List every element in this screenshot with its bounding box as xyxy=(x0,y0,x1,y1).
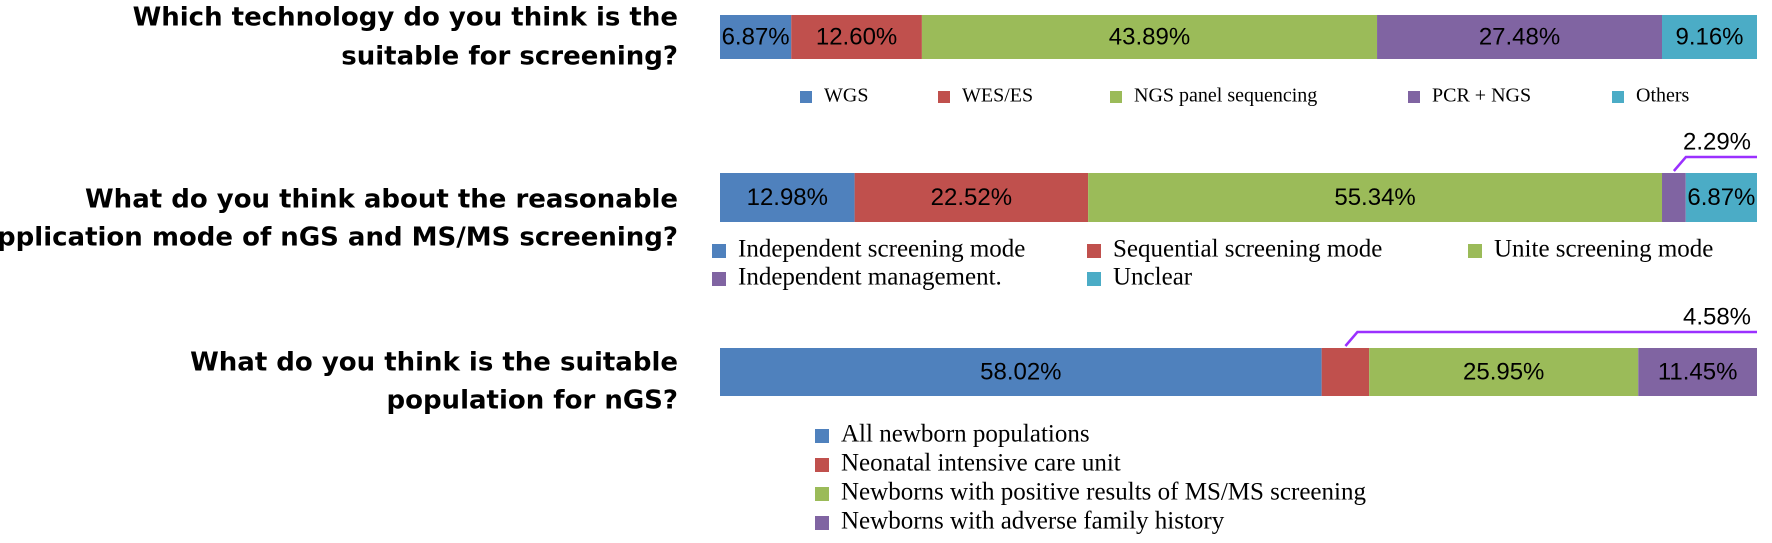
legend-label: All newborn populations xyxy=(841,421,1090,448)
value-label: 12.98% xyxy=(747,184,828,211)
question: Which technology do you think is the xyxy=(133,3,678,33)
bar-segment xyxy=(1377,15,1663,59)
value-label: 55.34% xyxy=(1334,184,1415,211)
bar-segment xyxy=(1369,348,1639,396)
legend-swatch xyxy=(815,429,829,443)
legend-swatch xyxy=(1110,91,1122,103)
legend-label: Newborns with positive results of MS/MS … xyxy=(841,479,1366,506)
legend-label: Sequential screening mode xyxy=(1113,236,1382,263)
bar-segment xyxy=(720,348,1322,396)
value-label: 43.89% xyxy=(1109,23,1190,50)
leader-line xyxy=(1344,330,1757,347)
legend-label: Neonatal intensive care unit xyxy=(841,450,1121,477)
bar-segment xyxy=(1088,173,1663,222)
bar-segment xyxy=(1321,348,1370,396)
legend-label: Unclear xyxy=(1113,264,1193,291)
value-label: 6.87% xyxy=(722,23,790,50)
legend-label: Others xyxy=(1636,85,1690,107)
bar-segment xyxy=(854,173,1089,222)
legend-swatch xyxy=(1408,91,1420,103)
bar-segment xyxy=(1685,173,1757,222)
value-label: 4.58% xyxy=(1683,303,1751,330)
legend-label: WES/ES xyxy=(962,85,1033,107)
bar-segment xyxy=(720,173,855,222)
bar-segment xyxy=(720,15,792,59)
legend-label: PCR + NGS xyxy=(1432,85,1531,107)
leader-line xyxy=(1672,155,1757,172)
bar-segment xyxy=(1638,348,1757,396)
value-label: 11.45% xyxy=(1658,358,1738,385)
question: application mode of nGS and MS/MS screen… xyxy=(0,223,678,253)
question: population for nGS? xyxy=(386,386,678,416)
value-label: 6.87% xyxy=(1687,184,1755,211)
legend-swatch xyxy=(712,272,726,286)
value-label: 22.52% xyxy=(931,184,1012,211)
bar-segment xyxy=(921,15,1378,59)
legend-swatch xyxy=(712,244,726,258)
legend-swatch xyxy=(800,91,812,103)
value-label: 9.16% xyxy=(1675,23,1743,50)
legend-swatch xyxy=(815,487,829,501)
value-label: 58.02% xyxy=(980,358,1061,385)
value-label: 12.60% xyxy=(816,23,897,50)
legend-label: Independent management. xyxy=(738,264,1002,291)
question: suitable for screening? xyxy=(341,42,678,72)
legend-swatch xyxy=(1087,244,1101,258)
legend-swatch xyxy=(1087,272,1101,286)
value-label: 25.95% xyxy=(1463,358,1544,385)
question: What do you think is the suitable xyxy=(190,348,678,378)
legend-swatch xyxy=(1612,91,1624,103)
legend-label: NGS panel sequencing xyxy=(1134,85,1317,107)
legend-label: WGS xyxy=(824,85,868,107)
legend-label: Newborns with adverse family history xyxy=(841,508,1225,535)
legend-label: Independent screening mode xyxy=(738,236,1025,263)
question: What do you think about the reasonable xyxy=(85,185,678,215)
bar-segment xyxy=(1662,15,1757,59)
legend-swatch xyxy=(938,91,950,103)
bar-segment xyxy=(791,15,922,59)
value-label: 2.29% xyxy=(1683,128,1751,155)
legend-swatch xyxy=(815,516,829,530)
legend-swatch xyxy=(815,458,829,472)
legend-swatch xyxy=(1468,244,1482,258)
value-label: 27.48% xyxy=(1479,23,1560,50)
bar-segment xyxy=(1662,173,1686,222)
legend-label: Unite screening mode xyxy=(1494,236,1713,263)
